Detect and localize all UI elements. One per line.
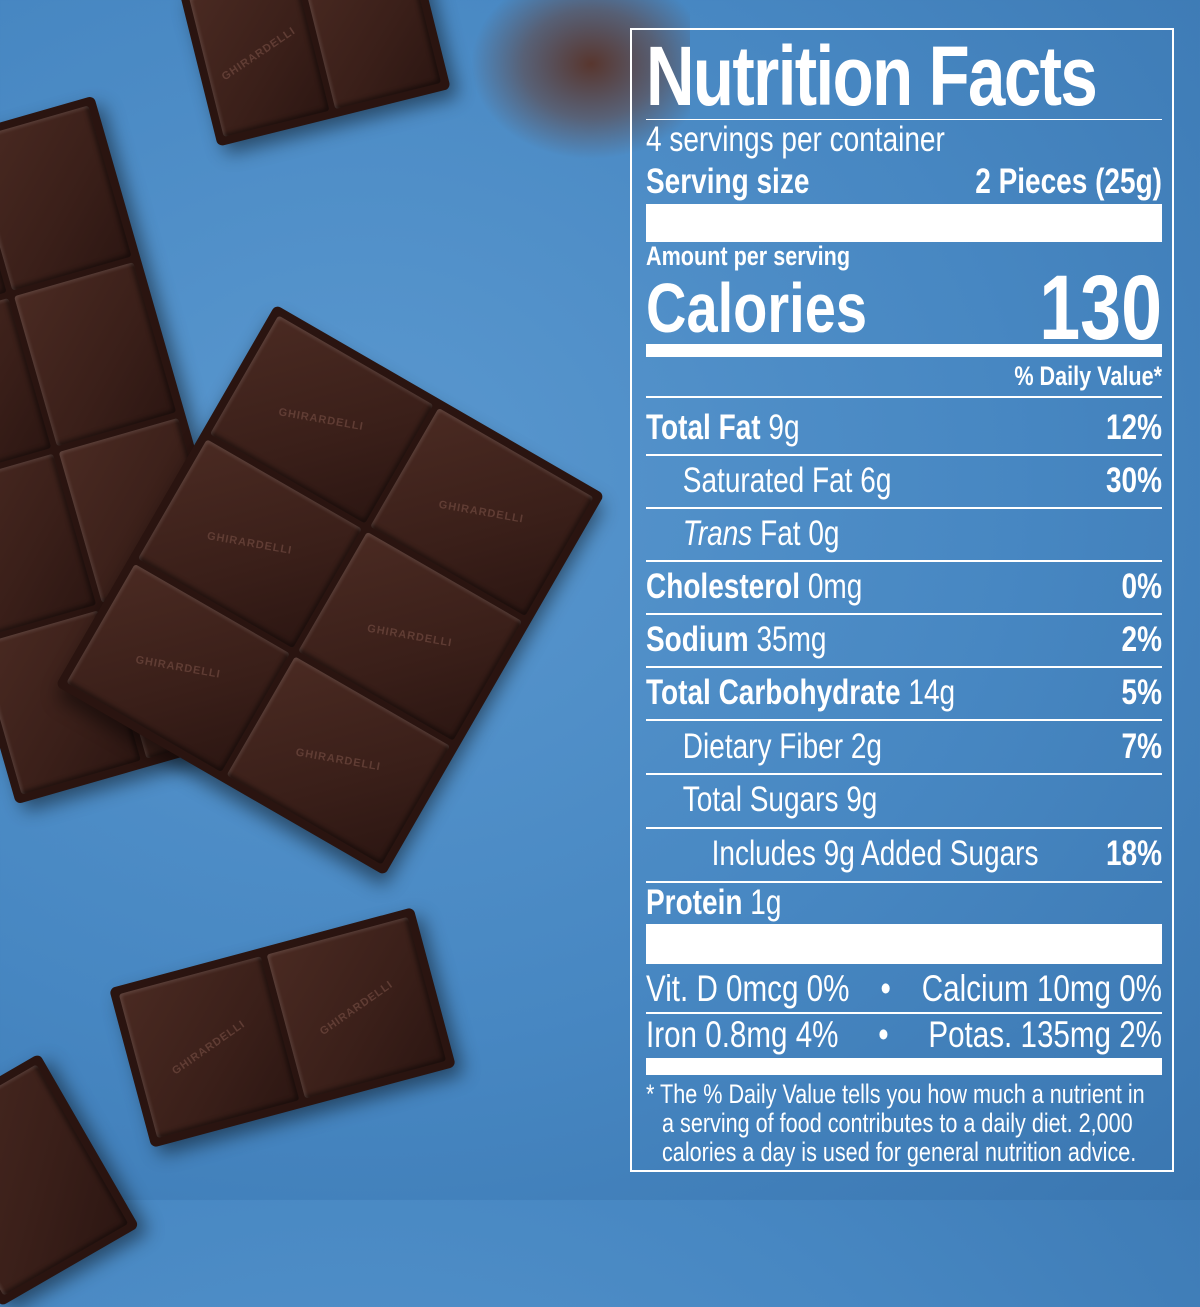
logo: GHIRARDELLI bbox=[366, 622, 454, 650]
nutrient-saturated-fat: Saturated Fat 6g 30% bbox=[682, 461, 1162, 500]
cocoa-powder bbox=[470, 0, 690, 160]
label-title: Nutrition Facts bbox=[646, 29, 1098, 123]
chocolate-bar-corner bbox=[0, 1053, 140, 1307]
logo: GHIRARDELLI bbox=[170, 1017, 248, 1077]
nutrient-total-fat: Total Fat 9g 12% bbox=[646, 408, 1162, 447]
servings-per-container: 4 servings per container bbox=[646, 120, 945, 159]
logo: GHIRARDELLI bbox=[294, 746, 382, 774]
logo: GHIRARDELLI bbox=[438, 498, 526, 526]
chocolate-square bbox=[0, 105, 132, 291]
amount-per-serving: Amount per serving bbox=[646, 241, 851, 271]
chocolate-square: GHIRARDELLI bbox=[266, 916, 447, 1099]
serving-size-label: Serving size bbox=[646, 162, 810, 201]
daily-value-header: % Daily Value* bbox=[1014, 361, 1162, 391]
chocolate-square: GHIRARDELLI bbox=[118, 956, 299, 1139]
logo: GHIRARDELLI bbox=[206, 530, 294, 558]
nutrient-protein: Protein 1g bbox=[646, 883, 782, 922]
calories-row: Calories 130 bbox=[646, 257, 1162, 359]
logo: GHIRARDELLI bbox=[317, 978, 395, 1038]
serving-size: Serving size 2 Pieces (25g) bbox=[646, 162, 1162, 202]
nutrient-added-sugars: Includes 9g Added Sugars 18% bbox=[711, 834, 1162, 873]
nutrient-total-carbohydrate: Total Carbohydrate 14g 5% bbox=[646, 673, 1162, 712]
vitamins-row-2: Iron 0.8mg 4% • Potas. 135mg 2% bbox=[646, 1014, 1162, 1055]
nutrient-dietary-fiber: Dietary Fiber 2g 7% bbox=[682, 727, 1162, 766]
logo: GHIRARDELLI bbox=[278, 406, 366, 433]
chocolate-square: GHIRARDELLI bbox=[188, 0, 330, 137]
footnote: * The % Daily Value tells you how much a… bbox=[646, 1079, 1145, 1167]
nutrient-cholesterol: Cholesterol 0mg 0% bbox=[646, 567, 1162, 606]
calories-label: Calories bbox=[646, 269, 867, 347]
nutrient-total-sugars: Total Sugars 9g bbox=[682, 780, 878, 819]
nutrient-sodium: Sodium 35mg 2% bbox=[646, 620, 1162, 659]
serving-size-value: 2 Pieces (25g) bbox=[975, 162, 1162, 201]
vitamins-row-1: Vit. D 0mcg 0% • Calcium 10mg 0% bbox=[646, 968, 1162, 1009]
chocolate-bar-top: GHIRARDELLI bbox=[179, 0, 451, 147]
nutrient-trans-fat: Trans Fat 0g bbox=[682, 514, 840, 553]
chocolate-square bbox=[0, 1064, 129, 1296]
logo: GHIRARDELLI bbox=[220, 24, 299, 83]
nutrition-facts-label: Nutrition Facts 4 servings per container… bbox=[630, 28, 1174, 1172]
chocolate-bar-bottom: GHIRARDELLI GHIRARDELLI bbox=[109, 907, 456, 1148]
calories-value: 130 bbox=[1039, 257, 1162, 359]
logo: GHIRARDELLI bbox=[134, 654, 222, 682]
